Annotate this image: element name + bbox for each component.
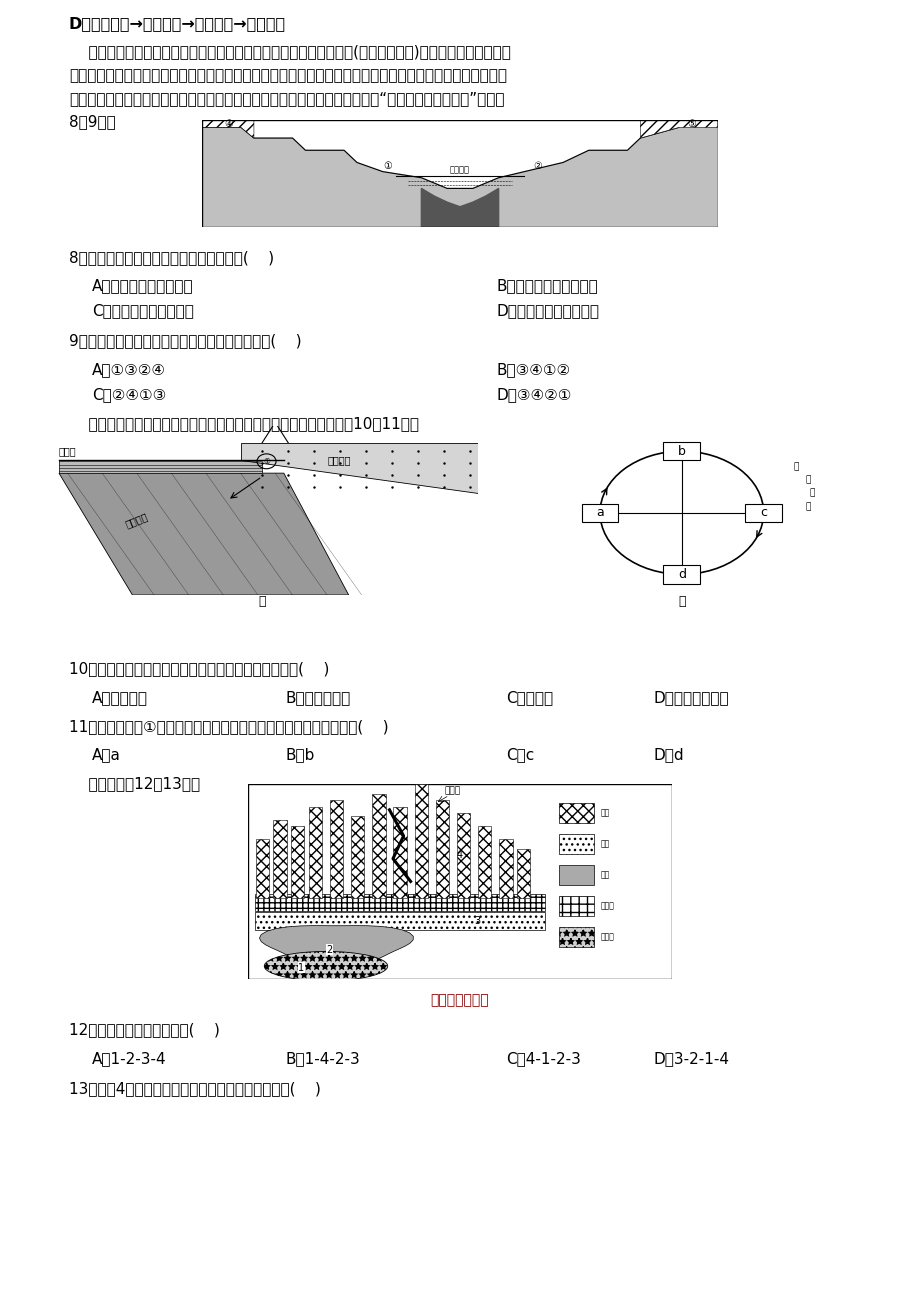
Polygon shape [259,926,413,966]
Text: 1: 1 [298,962,304,973]
Bar [436,799,448,898]
Text: 13．图中4岩石的形成过程与下图中哪一环节相对应(    ): 13．图中4岩石的形成过程与下图中哪一环节相对应( ) [69,1081,321,1096]
Text: ⑤: ⑤ [686,120,696,129]
Text: 石灰岩: 石灰岩 [600,901,614,910]
Polygon shape [241,443,478,493]
Text: B．③④①②: B．③④①② [496,362,571,378]
Text: A．1-2-3-4: A．1-2-3-4 [92,1051,166,1066]
Bar [558,865,594,885]
Text: C．地壳下降、流水沉积: C．地壳下降、流水沉积 [92,303,194,319]
Text: 板岩: 板岩 [600,809,609,818]
Text: 作: 作 [809,488,814,497]
Text: A．①③②④: A．①③②④ [92,362,165,378]
Text: 力: 力 [805,475,811,484]
Text: 页岩: 页岩 [600,840,609,849]
Text: 4: 4 [457,850,462,861]
Text: c: c [759,506,766,519]
Text: B．1-4-2-3: B．1-4-2-3 [285,1051,359,1066]
Text: B．地壳抬升、流水沉积: B．地壳抬升、流水沉积 [496,279,598,294]
Text: A．a: A．a [92,747,120,763]
Text: 大陆板块: 大陆板块 [327,454,350,465]
Text: a: a [596,506,603,519]
Text: C．②④①③: C．②④①③ [92,387,166,402]
Bar [330,799,343,898]
Text: 砂岩: 砂岩 [600,871,609,879]
Text: D．③④②①: D．③④②① [496,387,572,402]
Text: 大洋板块: 大洋板块 [124,512,149,530]
Bar [309,806,322,898]
Polygon shape [202,128,717,227]
Bar [558,896,594,915]
Polygon shape [59,460,262,473]
FancyBboxPatch shape [663,441,699,461]
Bar [290,825,304,898]
Polygon shape [202,120,254,138]
FancyBboxPatch shape [744,504,781,522]
Text: B．安第斯山脉: B．安第斯山脉 [285,690,350,706]
Text: ①: ① [263,457,269,466]
Text: 次为二级阶地、三级阶地。在正常情况下，阶地越高，其形成的年代越老。读“河流阶地形成示意图”，完成: 次为二级阶地、三级阶地。在正常情况下，阶地越高，其形成的年代越老。读“河流阶地形… [69,91,504,107]
Text: 梯状分布在河谷坡地的地形。河谷中常有多级阶地，其中高于河漫滩的最低一级阶地被称为一级阶地，向上依: 梯状分布在河谷坡地的地形。河谷中常有多级阶地，其中高于河漫滩的最低一级阶地被称为… [69,68,506,83]
Text: 12．岩石产生的先后顺序是(    ): 12．岩石产生的先后顺序是( ) [69,1022,220,1038]
Text: 花岗岩: 花岗岩 [600,932,614,941]
Text: 9．河流阶地发育过程中，由老到新排序正确的是(    ): 9．河流阶地发育过程中，由老到新排序正确的是( ) [69,333,301,349]
Text: 河流阶地是在外力作用下形成的一种河流地貌，即原先的河谷底部(河漫滩或河床)超出平均水位时，呼阶: 河流阶地是在外力作用下形成的一种河流地貌，即原先的河谷底部(河漫滩或河床)超出平… [69,44,510,60]
Text: d: d [677,568,685,581]
Text: D．3-2-1-4: D．3-2-1-4 [652,1051,729,1066]
Text: D．d: D．d [652,747,683,763]
Bar [351,816,364,898]
Bar [499,840,512,898]
Text: 用: 用 [805,503,811,512]
Bar [558,927,594,947]
Text: ④: ④ [223,120,233,129]
Text: b: b [677,445,685,458]
Text: C．4-1-2-3: C．4-1-2-3 [505,1051,580,1066]
Text: A．地壳下降、流水侵蚀: A．地壳下降、流水侵蚀 [92,279,193,294]
Text: 平均水位: 平均水位 [449,165,470,174]
FancyBboxPatch shape [663,565,699,583]
Text: 11．若图甲中的①处形成变质岩，则图乙中与其岩石类型相对应的是(    ): 11．若图甲中的①处形成变质岩，则图乙中与其岩石类型相对应的是( ) [69,719,388,734]
Text: 甲: 甲 [258,595,266,608]
Bar [273,820,287,898]
Text: 海平面: 海平面 [59,447,76,457]
Polygon shape [640,120,717,138]
Bar [457,812,470,898]
Bar [393,806,406,898]
FancyBboxPatch shape [581,504,618,522]
Bar [372,793,385,898]
Bar [414,784,427,898]
Bar [516,849,529,898]
Text: D．喜马拉雅山脉: D．喜马拉雅山脉 [652,690,728,706]
Text: 石钟乳: 石钟乳 [445,786,460,796]
Text: ②: ② [532,160,541,171]
Text: ①: ① [383,160,391,171]
Text: 2: 2 [326,945,333,954]
Text: 读图，回等12～13题。: 读图，回等12～13题。 [69,776,200,792]
Text: 乙: 乙 [677,595,685,608]
Text: 某地地质剖面图: 某地地质剖面图 [430,993,489,1008]
Text: A．东非裂谷: A．东非裂谷 [92,690,148,706]
Bar [255,840,269,898]
Text: C．c: C．c [505,747,534,763]
Polygon shape [59,473,348,595]
Bar [255,913,544,930]
Text: 3: 3 [474,915,480,926]
Text: B．b: B．b [285,747,314,763]
Text: 8．形成图中河流阶地的地质作用主要包括(    ): 8．形成图中河流阶地的地质作用主要包括( ) [69,250,274,266]
Polygon shape [421,189,498,227]
Text: 外: 外 [793,462,798,471]
Text: 图甲为板块运动示意图，图乙为岩石圈物质循环示意图。读图回等10～11题。: 图甲为板块运动示意图，图乙为岩石圈物质循环示意图。读图回等10～11题。 [69,417,418,432]
Ellipse shape [264,952,387,980]
Text: D．断裂错动→固结成岩→地壳抬升→风化侵蚀: D．断裂错动→固结成岩→地壳抬升→风化侵蚀 [69,16,286,31]
Bar [255,894,544,911]
Bar [478,825,491,898]
Bar [558,803,594,823]
Text: D．地壳抬升、流水侵蚀: D．地壳抬升、流水侵蚀 [496,303,599,319]
Text: 10．在图甲所示板块边界区域，可能形成的地表形态为(    ): 10．在图甲所示板块边界区域，可能形成的地表形态为( ) [69,661,329,677]
Bar [558,835,594,854]
Text: 8～9题。: 8～9题。 [69,115,116,130]
Text: C．大西洋: C．大西洋 [505,690,552,706]
